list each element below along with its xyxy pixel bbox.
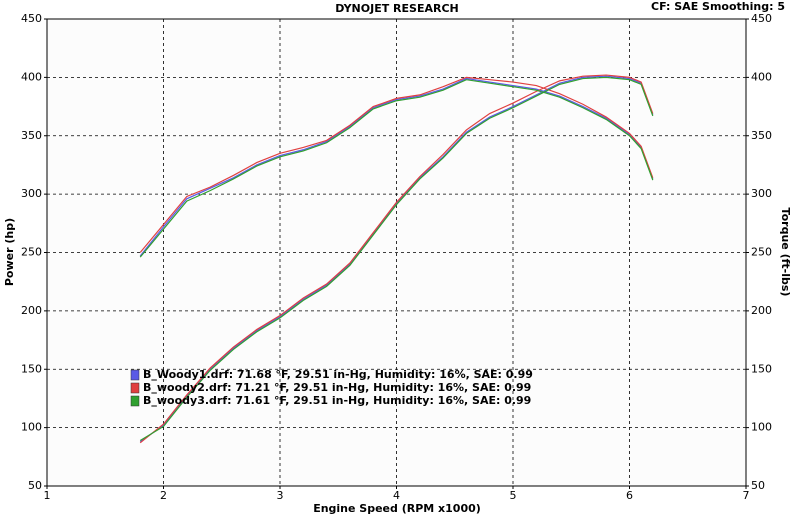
y2-tick-label: 300	[751, 187, 772, 200]
x-tick-label: 1	[44, 489, 51, 502]
y2-tick-label: 200	[751, 304, 772, 317]
x-axis-title: Engine Speed (RPM x1000)	[313, 502, 481, 515]
y2-tick-label: 450	[751, 12, 772, 25]
chart-title: DYNOJET RESEARCH	[335, 2, 458, 15]
y2-tick-label: 150	[751, 362, 772, 375]
x-tick-label: 7	[743, 489, 750, 502]
y-tick-label: 350	[21, 129, 42, 142]
torque-line	[139, 76, 654, 253]
legend-label: B_woody3.drf: 71.61 °F, 29.51 in-Hg, Hum…	[143, 394, 531, 407]
power-line	[139, 76, 654, 441]
power-line	[139, 75, 654, 443]
y-tick-label: 200	[21, 304, 42, 317]
legend-swatch	[130, 395, 140, 407]
x-tick-label: 3	[277, 489, 284, 502]
y2-axis-title: Torque (ft-lbs)	[779, 208, 792, 297]
y-tick-label: 100	[21, 421, 42, 434]
y2-tick-label: 400	[751, 70, 772, 83]
y2-tick-label: 50	[751, 479, 765, 492]
y-tick-label: 450	[21, 12, 42, 25]
torque-line	[139, 77, 654, 257]
y2-tick-label: 350	[751, 129, 772, 142]
legend-swatch	[130, 382, 140, 394]
legend-label: B_Woody1.drf: 71.68 °F, 29.51 in-Hg, Hum…	[143, 368, 533, 381]
torque-line	[139, 79, 654, 258]
y2-tick-label: 250	[751, 246, 772, 259]
y-tick-label: 150	[21, 362, 42, 375]
y2-tick-label: 100	[751, 421, 772, 434]
y-tick-label: 300	[21, 187, 42, 200]
legend-label: B_woody2.drf: 71.21 °F, 29.51 in-Hg, Hum…	[143, 381, 531, 394]
y-tick-label: 400	[21, 70, 42, 83]
power-line	[139, 74, 654, 444]
x-tick-label: 4	[393, 489, 400, 502]
x-tick-label: 2	[160, 489, 167, 502]
chart-subtitle: CF: SAE Smoothing: 5	[651, 0, 785, 13]
x-tick-label: 5	[510, 489, 517, 502]
y-tick-label: 250	[21, 246, 42, 259]
y-axis-title: Power (hp)	[3, 218, 16, 286]
legend-swatch	[130, 369, 140, 381]
y-tick-label: 50	[28, 479, 42, 492]
x-tick-label: 6	[626, 489, 633, 502]
